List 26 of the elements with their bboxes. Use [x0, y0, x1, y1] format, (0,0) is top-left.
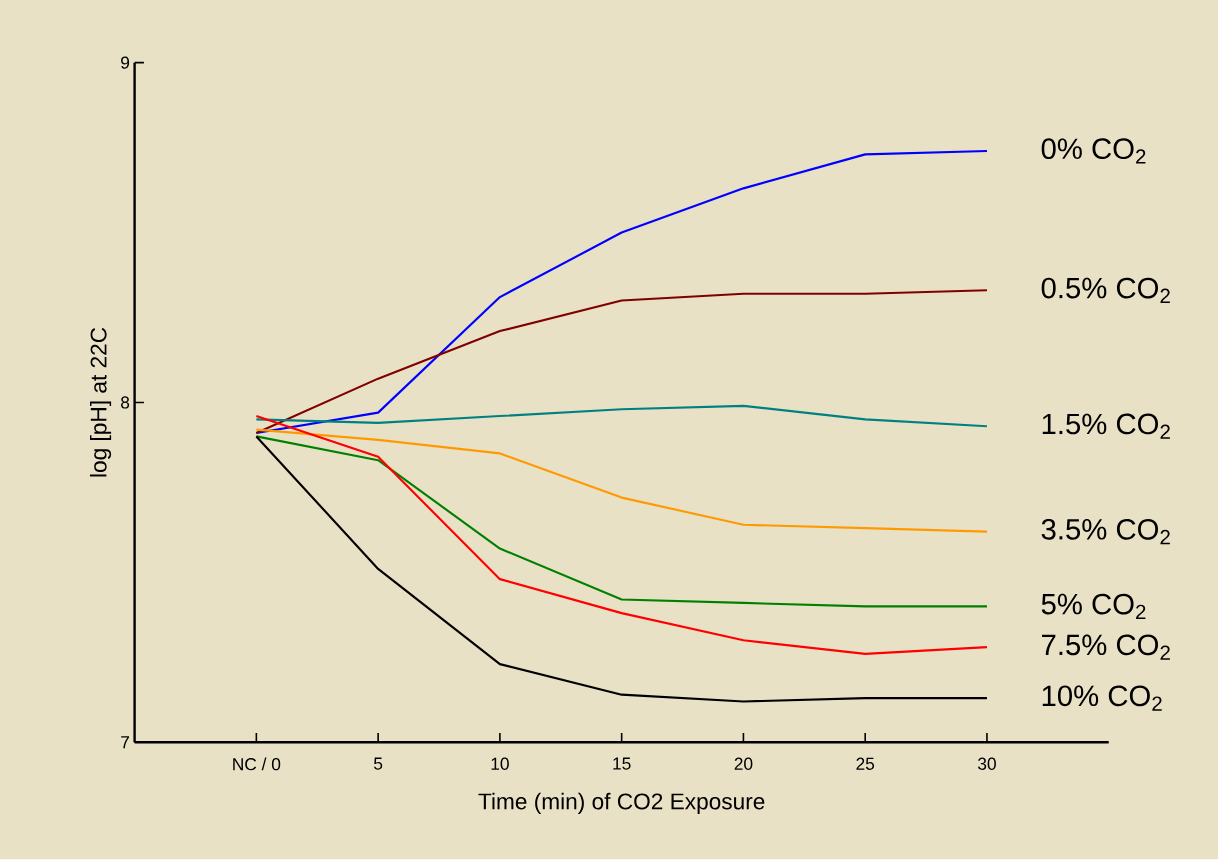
line-series	[255, 289, 989, 435]
line-series	[255, 428, 989, 533]
x-tick-label: 20	[734, 757, 753, 771]
x-axis-title: Time (min) of CO2 Exposure	[478, 793, 765, 815]
line-series	[255, 415, 989, 656]
y-tick-label: 8	[121, 396, 130, 409]
line-series	[255, 435, 989, 608]
series-label: 5% CO$_{2}$	[1041, 593, 1146, 620]
y-tick-label: 7	[121, 736, 130, 749]
series-label: 1.5% CO$_{2}$	[1042, 413, 1170, 440]
y-axis-title: log [pH] at 22C	[90, 328, 112, 477]
series-label: 0% CO$_{2}$	[1041, 138, 1146, 164]
series-label: 3.5% CO$_{2}$	[1041, 519, 1170, 545]
series-label: 0.5% CO$_{2}$	[1041, 277, 1170, 304]
y-tick-label: 9	[121, 56, 130, 69]
x-tick-label: 30	[978, 757, 996, 771]
line-series	[255, 150, 989, 435]
x-tick-label: 15	[613, 757, 631, 770]
x-tick-label: 5	[374, 757, 383, 770]
series-label: 7.5% CO$_{2}$	[1042, 634, 1170, 660]
series-label: 10% CO$_{2}$	[1042, 685, 1162, 711]
x-tick-label: 25	[856, 757, 875, 771]
x-tick-label: 10	[491, 757, 509, 771]
line-series	[255, 405, 989, 428]
x-tick-label: NC / 0	[233, 757, 281, 771]
line-series	[255, 435, 989, 703]
